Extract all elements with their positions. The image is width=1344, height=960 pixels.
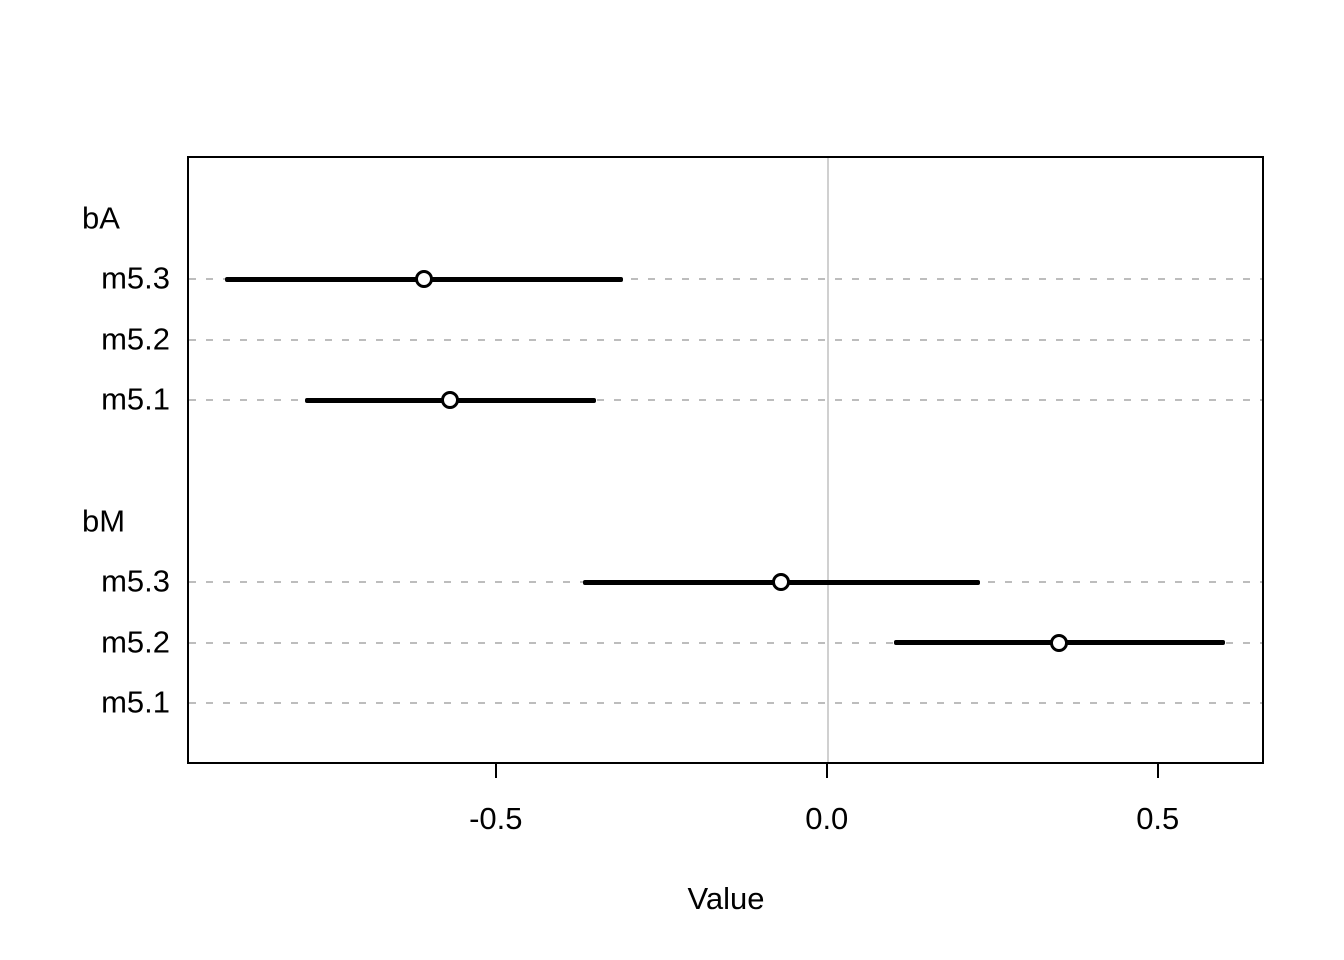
y-axis-label-m5.3-1: m5.3	[101, 260, 170, 296]
point-estimate-m5.3-1	[414, 270, 433, 289]
x-axis-tick-0.0	[825, 763, 828, 778]
gridline-row-m5.1-8	[189, 702, 1262, 705]
gridline-row-m5.2-2	[189, 338, 1262, 341]
y-axis-label-bM-5: bM	[82, 503, 126, 539]
point-estimate-m5.3-6	[772, 573, 791, 592]
plot-area-border	[187, 156, 1264, 764]
plot-area	[189, 158, 1262, 762]
x-axis-tick-0.5	[1156, 763, 1159, 778]
point-estimate-m5.2-7	[1050, 633, 1069, 652]
x-axis-tick-label--0.5: -0.5	[469, 801, 523, 836]
zero-reference-line	[826, 158, 829, 762]
y-axis-label-m5.1-3: m5.1	[101, 381, 170, 417]
x-axis-tick-label-0.0: 0.0	[805, 801, 849, 836]
x-axis-tick--0.5	[494, 763, 497, 778]
x-axis-tick-label-0.5: 0.5	[1136, 801, 1180, 836]
gridline-row-m5.3-1	[189, 278, 1262, 281]
y-axis-label-m5.2-2: m5.2	[101, 321, 170, 357]
gridline-row-m5.2-7	[189, 641, 1262, 644]
y-axis-label-m5.3-6: m5.3	[101, 563, 170, 599]
x-axis-title: Value	[687, 881, 765, 916]
gridline-row-m5.1-3	[189, 399, 1262, 402]
y-axis-label-m5.1-8: m5.1	[101, 684, 170, 720]
point-estimate-m5.1-3	[441, 391, 460, 410]
y-axis-label-m5.2-7: m5.2	[101, 624, 170, 660]
y-axis-label-bA-0: bA	[82, 200, 120, 236]
